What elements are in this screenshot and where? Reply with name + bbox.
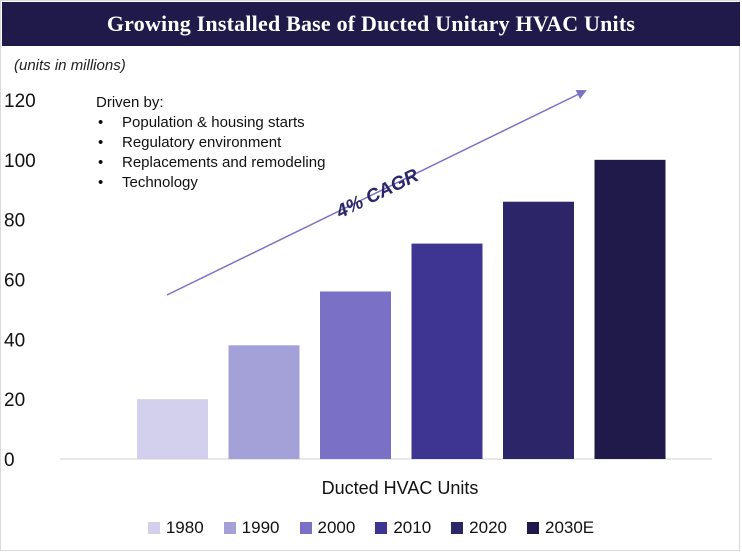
units-note: (units in millions) (14, 57, 126, 74)
legend: 1980 1990 2000 2010 2020 2030E (0, 518, 742, 538)
legend-swatch (223, 522, 236, 534)
legend-item-2000: 2000 (299, 518, 356, 538)
legend-label: 1990 (241, 518, 280, 537)
bar-1980 (137, 399, 208, 459)
legend-swatch (375, 522, 388, 534)
bar-2010 (411, 243, 483, 459)
legend-item-2020: 2020 (451, 518, 507, 538)
legend-swatch (299, 522, 312, 534)
legend-label: 2030E (544, 518, 595, 537)
legend-label: 1980 (165, 518, 204, 537)
y-tick-label: 100 (4, 151, 36, 172)
bar-2030e (594, 159, 666, 460)
driver-item: Replacements and remodeling (96, 153, 325, 173)
bar-1990 (228, 345, 300, 459)
driver-item: Regulatory environment (96, 133, 325, 153)
bars (137, 159, 666, 460)
legend-swatch (147, 522, 160, 534)
y-tick-label: 80 (4, 211, 25, 232)
drivers-box: Driven by: Population & housing starts R… (96, 93, 325, 193)
bar-2000 (320, 291, 391, 459)
legend-item-1990: 1990 (223, 518, 280, 538)
y-tick-label: 0 (4, 450, 15, 471)
legend-item-2010: 2010 (375, 518, 431, 538)
driver-item: Population & housing starts (96, 113, 325, 133)
legend-label: 2010 (393, 518, 432, 537)
x-axis-label: Ducted HVAC Units (322, 478, 479, 498)
drivers-list: Population & housing starts Regulatory e… (96, 113, 325, 193)
chart-title: Growing Installed Base of Ducted Unitary… (106, 11, 636, 36)
legend-item-2030e: 2030E (526, 518, 595, 538)
legend-swatch (451, 522, 464, 534)
y-tick-label: 40 (4, 330, 25, 351)
y-tick-label: 20 (4, 390, 25, 411)
y-tick-label: 120 (4, 91, 36, 112)
legend-swatch (526, 522, 539, 534)
driver-item: Technology (96, 173, 325, 193)
title-bar: Growing Installed Base of Ducted Unitary… (2, 2, 740, 46)
legend-label: 2000 (317, 518, 356, 537)
drivers-heading: Driven by: (96, 94, 164, 111)
y-tick-label: 60 (4, 271, 25, 292)
cagr-label: 4% CAGR (332, 165, 422, 223)
cagr-arrow (166, 90, 587, 296)
legend-label: 2020 (469, 518, 507, 537)
bar-2020 (503, 201, 574, 459)
legend-item-1980: 1980 (147, 518, 204, 538)
